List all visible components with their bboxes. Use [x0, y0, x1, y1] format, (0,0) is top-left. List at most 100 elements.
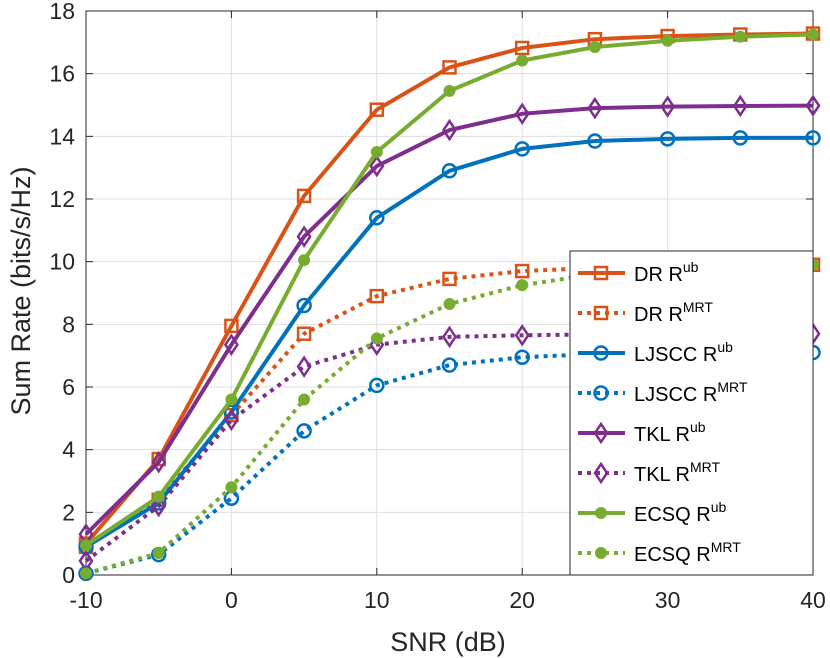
data-point-diamond	[296, 225, 312, 248]
data-point-diamond	[805, 94, 821, 117]
series-line	[84, 135, 813, 549]
data-point-square	[593, 265, 609, 281]
data-point-diamond	[223, 408, 239, 432]
data-point-square	[296, 188, 312, 204]
data-point-circle	[296, 423, 312, 439]
series-0	[78, 26, 821, 551]
data-point-diamond	[514, 324, 530, 347]
data-point-square	[514, 263, 530, 279]
y-axis-label: Sum Rate (bits/s/Hz)	[6, 166, 36, 415]
data-point-diamond	[151, 450, 167, 474]
legend-item: TKL Rub	[578, 419, 706, 446]
data-point-diamond	[223, 333, 239, 356]
y-tick-label: 2	[62, 499, 75, 525]
data-point-square	[442, 60, 457, 75]
data-point-diamond	[296, 355, 312, 378]
data-point-dot	[516, 279, 529, 292]
series-4	[78, 94, 821, 546]
data-point-square	[369, 288, 385, 304]
legend-label-superscript: ub	[717, 339, 733, 355]
data-point-dot	[661, 34, 674, 47]
data-point-diamond	[441, 118, 458, 142]
x-tick-label: -10	[69, 587, 102, 613]
data-point-circle	[296, 297, 312, 314]
x-tick-label: 40	[800, 587, 826, 613]
data-point-diamond	[593, 421, 609, 445]
data-point-circle	[441, 163, 458, 179]
data-point-dot	[80, 539, 92, 552]
legend-label: ECSQ RMRT	[634, 539, 741, 566]
data-point-circle	[514, 141, 530, 157]
data-point-dot	[516, 54, 529, 67]
data-point-dot	[370, 332, 383, 345]
data-point-circle	[593, 345, 609, 361]
data-point-circle	[659, 131, 676, 147]
x-tick-label: 10	[364, 587, 390, 613]
data-point-circle	[732, 130, 749, 146]
data-point-dot	[588, 41, 601, 54]
legend-label-superscript: MRT	[690, 459, 721, 475]
data-point-dot	[734, 30, 747, 43]
data-point-dot	[80, 567, 92, 580]
legend-label-superscript: ub	[683, 259, 699, 275]
series-line	[84, 103, 814, 536]
data-point-dot	[595, 507, 607, 519]
data-point-circle	[441, 357, 458, 373]
data-point-dot	[443, 297, 456, 310]
y-tick-label: 18	[49, 0, 75, 24]
data-point-dot	[298, 254, 311, 267]
legend-label-superscript: MRT	[683, 299, 714, 315]
y-tick-label: 10	[49, 249, 75, 275]
data-point-square	[296, 326, 312, 341]
data-point-square	[514, 40, 530, 56]
series-2	[78, 130, 821, 555]
data-point-dot	[807, 28, 819, 41]
y-tick-label: 4	[62, 437, 75, 463]
data-point-diamond	[441, 325, 458, 349]
data-point-diamond	[514, 102, 530, 126]
data-point-circle	[223, 404, 240, 420]
series-6	[80, 28, 819, 552]
data-point-dot	[152, 490, 165, 503]
data-point-dot	[298, 393, 311, 406]
legend-label-superscript: MRT	[717, 379, 748, 395]
data-point-diamond	[732, 94, 748, 118]
legend-label-superscript: ub	[711, 499, 727, 515]
data-point-circle	[593, 385, 609, 401]
legend-box	[569, 250, 814, 576]
data-point-square	[442, 271, 457, 287]
x-tick-label: 0	[225, 587, 238, 613]
data-point-diamond	[151, 494, 167, 518]
x-tick-label: 20	[509, 587, 535, 613]
data-point-dot	[443, 84, 456, 97]
data-point-diamond	[587, 96, 603, 120]
legend-item: LJSCC Rub	[578, 339, 733, 366]
series-line	[85, 350, 813, 576]
data-point-circle	[805, 130, 821, 146]
legend-item: ECSQ RMRT	[578, 539, 741, 566]
data-point-dot	[225, 393, 238, 406]
x-axis-label: SNR (dB)	[390, 627, 506, 657]
legend-label-superscript: ub	[690, 419, 706, 435]
data-point-diamond	[369, 154, 385, 178]
data-point-circle	[78, 565, 94, 582]
y-tick-label: 16	[49, 61, 75, 87]
data-point-circle	[587, 133, 603, 149]
data-point-circle	[369, 377, 385, 394]
data-point-circle	[369, 210, 385, 226]
series-line	[84, 31, 814, 545]
y-tick-label: 12	[49, 186, 75, 212]
y-tick-label: 0	[62, 562, 75, 588]
y-tick-label: 8	[62, 311, 75, 337]
data-point-dot	[225, 481, 238, 494]
data-point-diamond	[593, 461, 609, 485]
legend-label: TKL Rub	[634, 419, 706, 446]
y-tick-label: 6	[62, 374, 75, 400]
data-point-dot	[370, 146, 383, 158]
x-tick-label: 30	[655, 587, 681, 613]
legend-label-superscript: MRT	[711, 539, 742, 555]
legend-label: LJSCC Rub	[634, 339, 733, 366]
